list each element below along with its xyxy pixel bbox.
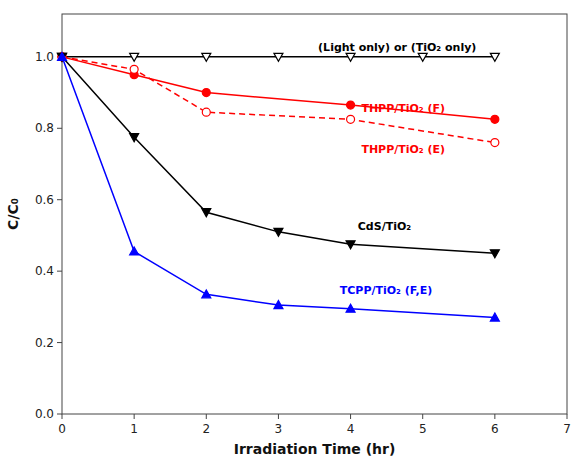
x-tick (134, 414, 135, 419)
data-point (491, 115, 499, 123)
data-point (202, 108, 210, 116)
y-tick (57, 342, 62, 343)
series-annotation: THPP/TiO₂ (E) (361, 143, 445, 156)
y-tick-label: 0.6 (35, 193, 54, 207)
data-point (418, 53, 427, 61)
data-point (347, 101, 355, 109)
x-tick (422, 414, 423, 419)
x-tick (62, 414, 63, 419)
x-tick-label: 1 (130, 422, 138, 436)
series-line (62, 57, 495, 318)
x-tick (206, 414, 207, 419)
y-tick-label: 0.2 (35, 336, 54, 350)
data-point (58, 53, 67, 61)
data-point (346, 53, 355, 61)
series-annotation: THPP/TiO₂ (F) (361, 102, 445, 115)
x-tick-label: 7 (563, 422, 571, 436)
x-tick (350, 414, 351, 419)
x-axis-label: Irradiation Time (hr) (234, 441, 396, 457)
series-annotation: TCPP/TiO₂ (F,E) (340, 284, 433, 297)
y-tick-label: 1.0 (35, 50, 54, 64)
y-tick-label: 0.0 (35, 407, 54, 421)
chart: 0 1 2 3 4 5 6 7 0.0 0.2 0.4 0.6 0.8 1.0 Irradiation Ti… (0, 0, 583, 466)
data-point (490, 53, 499, 61)
data-point (491, 139, 499, 147)
y-tick (57, 199, 62, 200)
data-point (130, 247, 139, 255)
data-point (58, 53, 67, 61)
x-tick-label: 4 (347, 422, 355, 436)
y-tick (57, 414, 62, 415)
x-tick-label: 0 (58, 422, 66, 436)
data-point (490, 250, 499, 258)
data-point (490, 313, 499, 321)
data-point (202, 290, 211, 298)
data-point (58, 53, 66, 61)
data-point (346, 241, 355, 249)
data-point (274, 228, 283, 236)
x-tick-label: 2 (202, 422, 210, 436)
series-line (62, 57, 495, 119)
y-tick (57, 128, 62, 129)
data-point (130, 134, 139, 142)
plot-frame (62, 14, 567, 414)
data-point (274, 301, 283, 309)
y-tick-label: 0.8 (35, 121, 54, 135)
x-tick (494, 414, 495, 419)
series-annotation: CdS/TiO₂ (358, 220, 412, 233)
series-line (62, 57, 495, 253)
data-point (130, 53, 139, 61)
x-tick (278, 414, 279, 419)
x-tick-label: 5 (419, 422, 427, 436)
data-point (202, 209, 211, 217)
data-point (346, 304, 355, 312)
data-point (58, 52, 67, 60)
data-point (130, 65, 138, 73)
x-tick (567, 414, 568, 419)
y-tick-label: 0.4 (35, 264, 54, 278)
data-point (347, 115, 355, 123)
x-tick-label: 3 (275, 422, 283, 436)
y-axis-label: C/C₀ (5, 198, 21, 230)
plot-area (58, 52, 500, 321)
data-point (202, 89, 210, 97)
y-tick (57, 271, 62, 272)
data-point (58, 53, 66, 61)
x-tick-label: 6 (491, 422, 499, 436)
data-point (202, 53, 211, 61)
data-point (274, 53, 283, 61)
series-annotation: (Light only) or (TiO₂ only) (318, 41, 476, 54)
